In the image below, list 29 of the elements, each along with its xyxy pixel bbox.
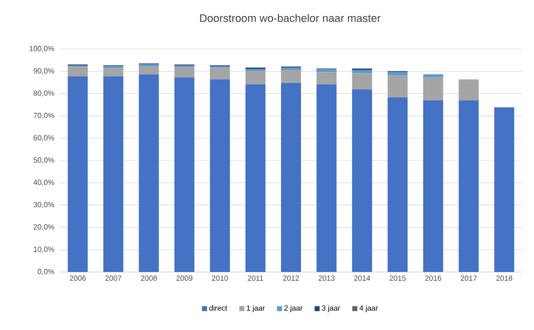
bar: [245, 71, 266, 84]
bar: [210, 68, 230, 80]
bar: [352, 73, 372, 90]
bar: [103, 68, 124, 76]
bar: [458, 100, 479, 272]
bar: [423, 77, 444, 100]
bar: [245, 84, 266, 272]
bar: [388, 72, 408, 76]
bar: [68, 66, 88, 76]
bar: [352, 70, 372, 74]
bar: [458, 79, 479, 100]
bar: [423, 74, 444, 78]
bar: [174, 77, 194, 272]
bar: [388, 97, 408, 272]
bar: [281, 70, 302, 83]
bar: [138, 66, 159, 74]
bar: [316, 84, 337, 272]
bar: [68, 76, 88, 272]
bar: [138, 74, 159, 272]
chart-title: Doorstroom wo-bachelor naar master: [200, 14, 381, 22]
bar: [423, 100, 444, 272]
bar: [352, 89, 372, 272]
bar: [103, 76, 124, 272]
bar: [210, 79, 230, 272]
bar: [281, 82, 302, 272]
bar: [388, 75, 408, 98]
bar: [174, 67, 194, 78]
bar: [494, 107, 514, 272]
bar: [316, 72, 337, 84]
